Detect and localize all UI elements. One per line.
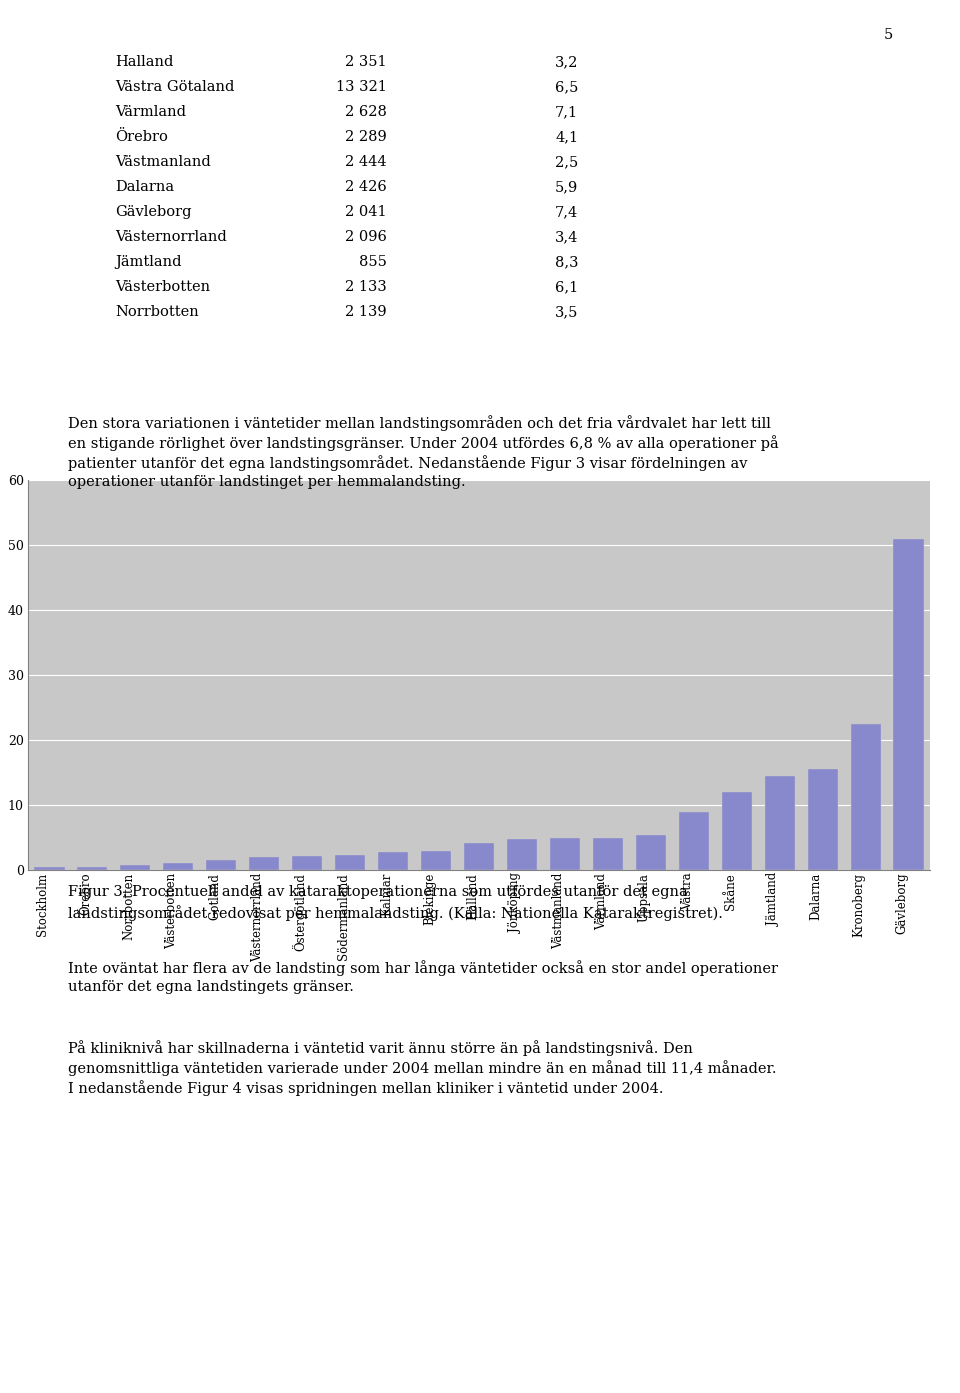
Bar: [35, 866, 64, 871]
Bar: [722, 793, 752, 871]
Bar: [78, 868, 108, 871]
Text: Jämtland: Jämtland: [115, 255, 181, 269]
Text: Inte oväntat har flera av de landsting som har långa väntetider också en stor an: Inte oväntat har flera av de landsting s…: [68, 960, 778, 976]
Bar: [636, 834, 666, 871]
Text: 4,1: 4,1: [555, 130, 578, 143]
Text: 2 351: 2 351: [346, 54, 387, 70]
Text: 2 426: 2 426: [345, 180, 387, 194]
Text: 2 041: 2 041: [346, 205, 387, 219]
Text: 8,3: 8,3: [555, 255, 579, 269]
Text: Västernorrland: Västernorrland: [115, 230, 227, 244]
Text: 2 139: 2 139: [346, 305, 387, 319]
Text: I nedanstående Figur 4 visas spridningen mellan kliniker i väntetid under 2004.: I nedanstående Figur 4 visas spridningen…: [68, 1080, 663, 1096]
Text: Gävleborg: Gävleborg: [115, 205, 191, 219]
Text: genomsnittliga väntetiden varierade under 2004 mellan mindre än en månad till 11: genomsnittliga väntetiden varierade unde…: [68, 1060, 777, 1075]
Bar: [894, 539, 924, 871]
Bar: [807, 769, 838, 871]
Bar: [679, 812, 708, 871]
Text: 3,4: 3,4: [555, 230, 578, 244]
Bar: [292, 855, 323, 871]
Bar: [206, 861, 236, 871]
Text: utanför det egna landstingets gränser.: utanför det egna landstingets gränser.: [68, 981, 354, 995]
Text: Västmanland: Västmanland: [115, 155, 211, 169]
Bar: [464, 843, 494, 871]
Text: patienter utanför det egna landstingsområdet. Nedanstående Figur 3 visar fördeln: patienter utanför det egna landstingsomr…: [68, 456, 748, 471]
Text: Örebro: Örebro: [115, 130, 168, 143]
Text: Den stora variationen i väntetider mellan landstingsområden och det fria vårdval: Den stora variationen i väntetider mella…: [68, 415, 771, 430]
Text: landstingsområdet redovisat per hemmalandsting. (Källa: Nationella Kataraktregis: landstingsområdet redovisat per hemmalan…: [68, 905, 723, 921]
Bar: [550, 839, 580, 871]
Text: 13 321: 13 321: [336, 79, 387, 93]
Text: 2 628: 2 628: [345, 104, 387, 118]
Text: Dalarna: Dalarna: [115, 180, 174, 194]
Text: 2 444: 2 444: [346, 155, 387, 169]
Text: 5,9: 5,9: [555, 180, 578, 194]
Text: 855: 855: [359, 255, 387, 269]
Bar: [851, 724, 880, 871]
Bar: [593, 837, 623, 871]
Text: Värmland: Värmland: [115, 104, 186, 118]
Text: Västerbotten: Västerbotten: [115, 280, 210, 294]
Text: 5: 5: [883, 28, 893, 42]
Text: Norrbotten: Norrbotten: [115, 305, 199, 319]
Text: 3,5: 3,5: [555, 305, 578, 319]
Bar: [335, 855, 365, 871]
Text: operationer utanför landstinget per hemmalandsting.: operationer utanför landstinget per hemm…: [68, 475, 466, 489]
Text: en stigande rörlighet över landstingsgränser. Under 2004 utfördes 6,8 % av alla : en stigande rörlighet över landstingsgrä…: [68, 435, 779, 451]
Text: 6,1: 6,1: [555, 280, 578, 294]
Text: 2 096: 2 096: [345, 230, 387, 244]
Text: 7,4: 7,4: [555, 205, 578, 219]
Text: På kliniknivå har skillnaderna i väntetid varit ännu större än på landstingsnivå: På kliniknivå har skillnaderna i vänteti…: [68, 1041, 693, 1056]
Bar: [250, 857, 279, 871]
Text: Figur 3. Procentuell andel av kataraktoperationerna som utfördes utanför det egn: Figur 3. Procentuell andel av kataraktop…: [68, 885, 687, 898]
Bar: [507, 840, 537, 871]
Text: 7,1: 7,1: [555, 104, 578, 118]
Text: Halland: Halland: [115, 54, 174, 70]
Text: Västra Götaland: Västra Götaland: [115, 79, 234, 93]
Bar: [163, 862, 193, 871]
Text: 2 289: 2 289: [345, 130, 387, 143]
Text: 3,2: 3,2: [555, 54, 578, 70]
Text: 2,5: 2,5: [555, 155, 578, 169]
Bar: [421, 851, 451, 871]
Bar: [120, 865, 151, 871]
Text: 6,5: 6,5: [555, 79, 578, 93]
Text: 2 133: 2 133: [345, 280, 387, 294]
Bar: [764, 776, 795, 871]
Bar: [378, 851, 408, 871]
